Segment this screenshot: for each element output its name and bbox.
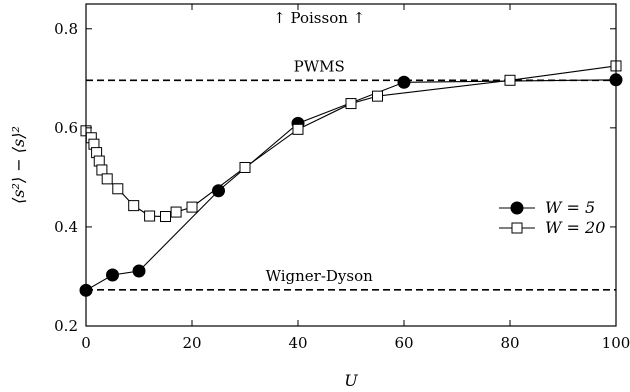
x-tick-label: 100 [602, 334, 630, 352]
y-axis-label: ⟨s²⟩ − ⟨s⟩² [9, 126, 28, 204]
legend-marker [510, 201, 524, 215]
x-tick-label: 40 [288, 334, 307, 352]
data-point-series-1 [504, 74, 516, 86]
legend-marker [511, 222, 523, 234]
plot-frame [85, 3, 617, 327]
x-tick-label: 80 [500, 334, 519, 352]
data-point-series-0 [106, 268, 119, 282]
data-point-series-0 [132, 264, 146, 278]
reference-lines [86, 79, 616, 291]
data-point-series-0 [212, 184, 225, 198]
poisson-annotation: ↑ Poisson ↑ [273, 9, 365, 27]
data-point-series-1 [160, 211, 171, 223]
y-tick-label: 0.4 [54, 218, 78, 236]
axis-ticks [85, 4, 617, 327]
x-tick-label: 0 [81, 334, 91, 352]
data-point-series-1 [144, 210, 156, 222]
legend-label-w20: W = 20 [545, 218, 605, 237]
data-point-series-1 [239, 161, 251, 173]
data-point-series-1 [345, 98, 357, 110]
wigner-dyson-label: Wigner-Dyson [266, 267, 374, 285]
y-tick-label: 0.8 [54, 20, 78, 38]
y-tick-label: 0.2 [54, 317, 78, 335]
legend-item-w20 [499, 222, 535, 234]
data-point-series-1 [101, 173, 113, 185]
series-line-1 [85, 65, 617, 218]
legend-label-w5: W = 5 [545, 198, 595, 217]
series-line-0 [85, 79, 617, 291]
x-tick-label: 60 [394, 334, 413, 352]
data-point-series-1 [186, 201, 198, 213]
data-point-series-1 [292, 123, 304, 135]
series-markers [79, 60, 623, 297]
data-point-series-1 [128, 200, 140, 212]
legend-item-w5 [499, 201, 535, 215]
legend: W = 5 W = 20 [499, 198, 605, 237]
data-point-series-1 [112, 183, 124, 195]
pwms-label: PWMS [294, 57, 345, 75]
x-axis-label: U [344, 371, 358, 390]
y-tick-label: 0.6 [54, 119, 78, 137]
data-point-series-1 [372, 90, 383, 102]
data-point-series-1 [170, 206, 182, 218]
tick-labels: 0 20 40 60 80 100 0.2 0.4 0.6 0.8 [54, 20, 630, 352]
data-point-series-0 [397, 75, 411, 89]
x-tick-label: 20 [182, 334, 201, 352]
